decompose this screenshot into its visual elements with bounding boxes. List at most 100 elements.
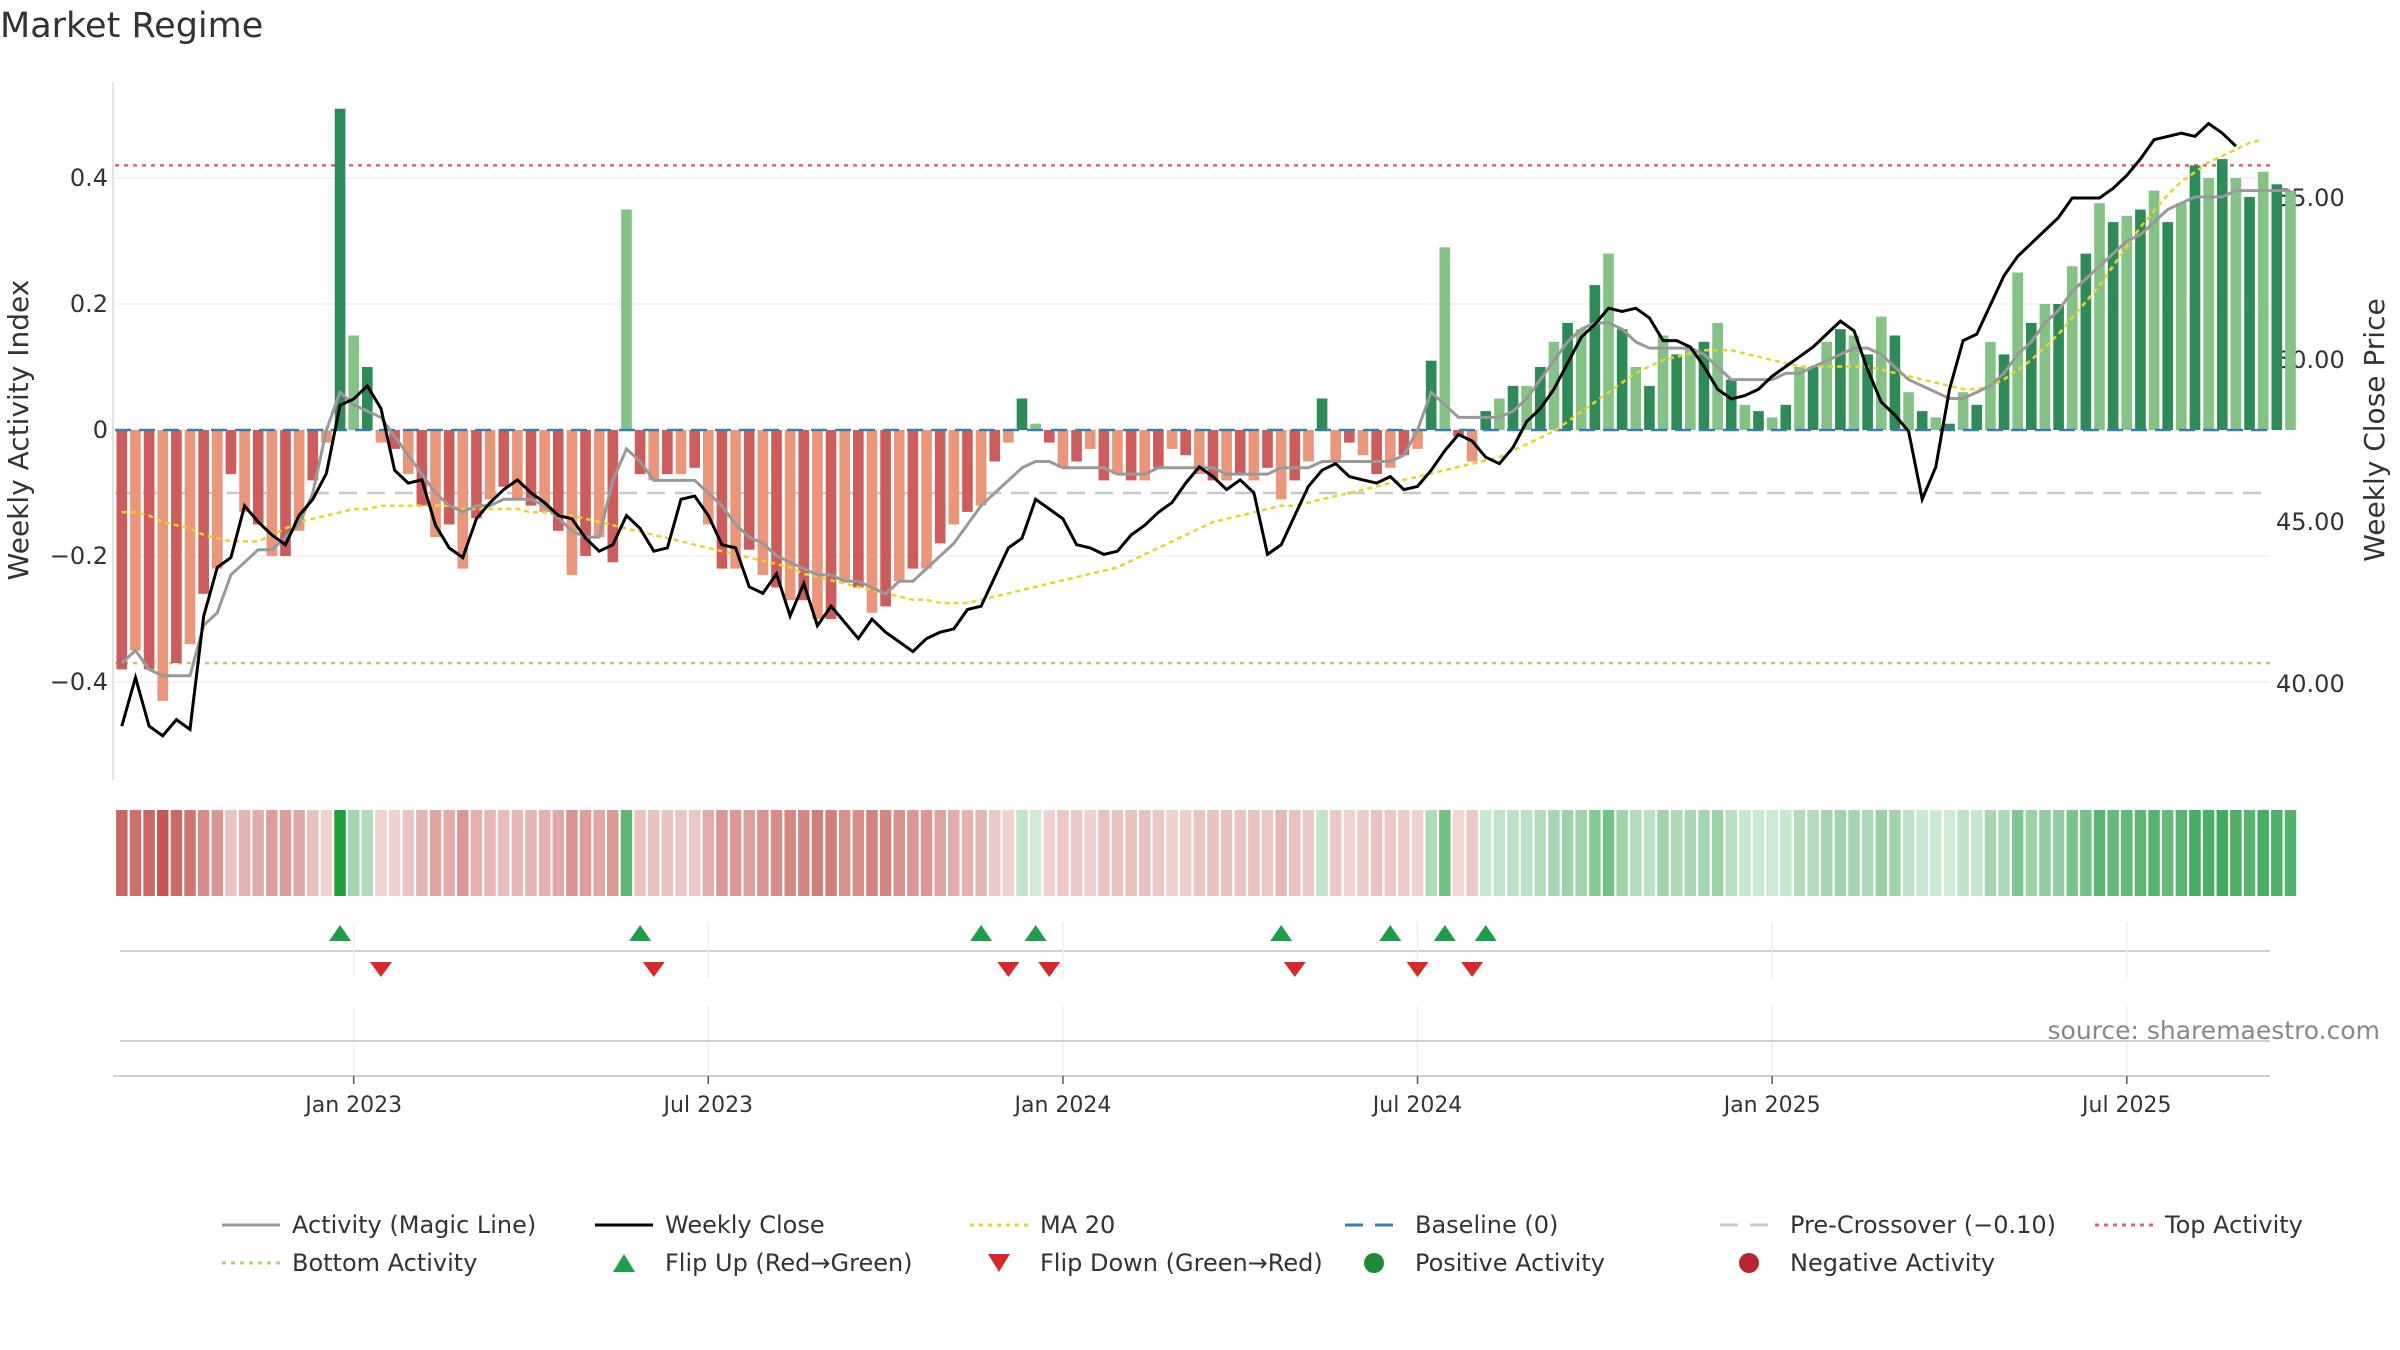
regime-cell	[757, 810, 769, 896]
activity-bar	[975, 430, 987, 506]
left-tick-label: 0	[93, 416, 108, 444]
regime-cell	[1070, 810, 1083, 896]
regime-cell	[2011, 810, 2024, 896]
activity-bar	[2025, 322, 2037, 430]
activity-bar	[334, 108, 346, 430]
activity-bar	[171, 430, 182, 664]
regime-cell	[184, 810, 196, 896]
flip-down-marker	[1038, 962, 1061, 977]
activity-bar	[484, 430, 496, 500]
regime-cell	[457, 810, 469, 896]
activity-bar	[1194, 430, 1205, 475]
regime-cell	[1029, 810, 1042, 896]
magic-line	[120, 189, 2291, 678]
activity-bar	[757, 430, 769, 575]
legend-swatch	[1739, 1253, 1759, 1273]
regime-cell	[2066, 810, 2078, 896]
activity-bar	[1875, 316, 1887, 430]
activity-bar	[1930, 417, 1942, 430]
regime-cell	[1902, 810, 1915, 896]
regime-cell	[1166, 810, 1178, 896]
x-tick-label: Jul 2023	[662, 1093, 754, 1118]
activity-bar	[2285, 190, 2296, 430]
activity-bar	[471, 430, 482, 519]
legend-label: Top Activity	[2164, 1211, 2303, 1239]
legend-label: Baseline (0)	[1415, 1211, 1558, 1239]
activity-bar	[402, 430, 414, 475]
regime-cell	[116, 810, 128, 896]
activity-bar	[2012, 272, 2023, 430]
regime-cell	[579, 810, 592, 896]
regime-cell	[1425, 810, 1437, 896]
regime-cell	[1739, 810, 1751, 896]
regime-cell	[1793, 810, 1806, 896]
regime-cell	[1534, 810, 1547, 896]
activity-bar	[1903, 392, 1914, 430]
legend-label: MA 20	[1040, 1211, 1115, 1239]
activity-bar	[443, 430, 455, 525]
activity-bar	[525, 430, 537, 506]
activity-bar	[962, 430, 973, 512]
activity-bar	[1125, 430, 1137, 481]
regime-cell	[975, 810, 987, 896]
activity-bar	[375, 430, 387, 443]
activity-bar	[1521, 385, 1532, 430]
regime-cell	[1807, 810, 1819, 896]
activity-bar	[143, 430, 155, 670]
x-tick-label: Jul 2024	[1371, 1093, 1463, 1118]
activity-bar	[1698, 341, 1710, 430]
regime-cell	[1930, 810, 1942, 896]
regime-cell	[525, 810, 537, 896]
right-axis-label: Weekly Close Price	[2358, 298, 2391, 561]
regime-cell	[607, 810, 619, 896]
legend-label: Pre-Crossover (−0.10)	[1790, 1211, 2056, 1239]
activity-bar	[934, 430, 946, 544]
regime-cell	[1125, 810, 1137, 896]
activity-bar	[1003, 430, 1014, 443]
regime-cell	[1057, 810, 1069, 896]
regime-cell	[1780, 810, 1792, 896]
flip-down-marker	[369, 962, 392, 977]
regime-cell	[252, 810, 264, 896]
regime-cell	[1561, 810, 1574, 896]
activity-bar	[1753, 411, 1764, 430]
activity-bar	[593, 430, 605, 538]
regime-cell	[1834, 810, 1847, 896]
regime-cell	[511, 810, 524, 896]
legend-label: Bottom Activity	[292, 1249, 477, 1277]
activity-bar	[1725, 379, 1737, 430]
regime-cell	[798, 810, 810, 896]
regime-cell	[2230, 810, 2242, 896]
activity-bar	[1603, 253, 1614, 430]
regime-cell	[361, 810, 374, 896]
flip-up-marker	[329, 925, 352, 941]
x-tick-label: Jul 2025	[2080, 1093, 2172, 1118]
activity-bar	[1835, 329, 1846, 430]
activity-bar	[1575, 329, 1587, 430]
activity-bar	[2257, 171, 2269, 430]
activity-bar	[1139, 430, 1151, 481]
activity-bar	[1057, 430, 1069, 468]
activity-bar	[1480, 411, 1492, 430]
flip-up-marker	[1379, 925, 1402, 941]
regime-cell	[1725, 810, 1737, 896]
activity-bar	[1780, 404, 1792, 430]
activity-bar	[1562, 322, 1573, 430]
activity-bar	[866, 430, 878, 613]
activity-bar	[1630, 367, 1642, 430]
regime-cell	[825, 810, 837, 896]
regime-cell	[1111, 810, 1124, 896]
date-panel: Jan 2023 Jul 2023 Jan 2024 Jul 2024 Jan 2025…	[113, 1006, 2380, 1118]
activity-bar	[512, 430, 523, 500]
legend-label: Weekly Close	[665, 1211, 825, 1239]
regime-cell	[2093, 810, 2106, 896]
activity-bar	[743, 430, 755, 550]
activity-bar	[1248, 430, 1260, 481]
regime-cell	[688, 810, 701, 896]
activity-bar	[362, 367, 373, 430]
activity-bar	[389, 430, 400, 449]
regime-cell	[1016, 810, 1028, 896]
regime-cell	[1589, 810, 1601, 896]
chart-title: Market Regime	[0, 6, 264, 46]
activity-bar	[184, 430, 196, 645]
